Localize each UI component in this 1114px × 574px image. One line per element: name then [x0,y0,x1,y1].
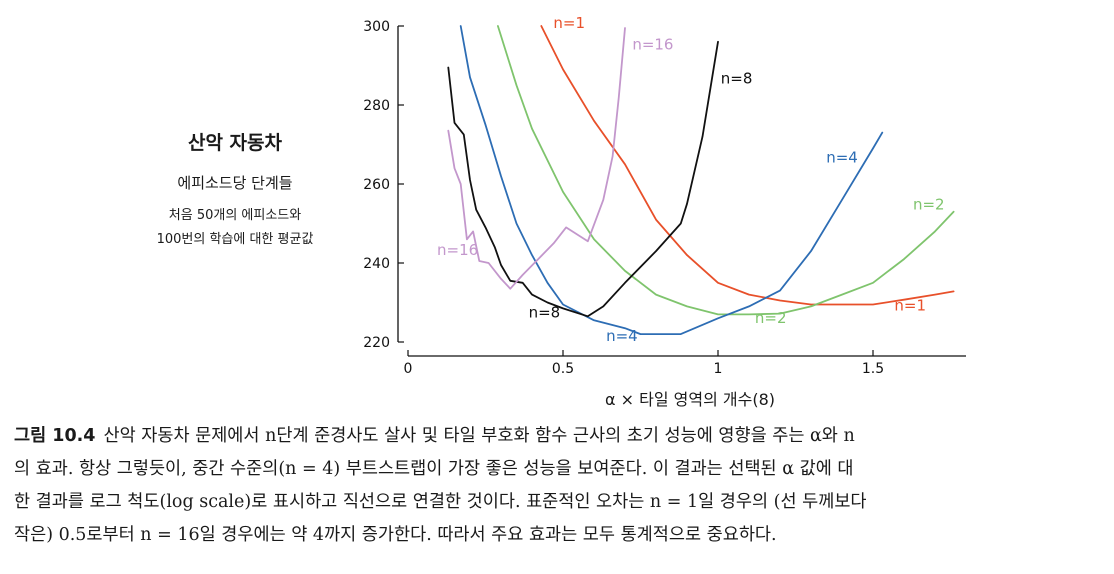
series-line-n1 [540,25,955,306]
caption-line-1: 그림 10.4 산악 자동차 문제에서 n단계 준경사도 살사 및 타일 부호화 … [14,420,1106,453]
y-tick-label: 240 [363,256,390,272]
series-label-n2-top: n=2 [913,196,945,214]
series-label-n8-top: n=8 [721,69,753,87]
x-tick-label: 0 [404,361,413,377]
series-label-n16-bottom: n=16 [437,241,478,259]
y-axis-subtitle-2: 처음 50개의 에피소드와 [168,208,302,223]
y-tick-label: 300 [363,19,390,35]
chart-axes: 220 240 260 280 300 0 0.5 1 1.5 [363,19,966,377]
caption-line-2: 의 효과. 항상 그렇듯이, 중간 수준의(n = 4) 부트스트랩이 가장 좋… [14,459,854,479]
y-axis-subtitle-3: 100번의 학습에 대한 평균값 [156,232,314,247]
caption-line-3: 한 결과를 로그 척도(log scale)로 표시하고 직선으로 연결한 것이… [14,492,867,512]
figure-caption: 그림 10.4 산악 자동차 문제에서 n단계 준경사도 살사 및 타일 부호화 … [14,420,1106,552]
x-tick-label: 0.5 [552,361,574,377]
series-line-n16 [447,27,626,290]
y-axis-subtitle-1: 에피소드당 단계들 [177,174,293,192]
series-line-n8 [447,40,719,318]
y-tick-label: 280 [363,98,390,114]
series-label-n2-bottom: n=2 [755,309,787,327]
x-tick-label: 1.5 [862,361,884,377]
x-tick-label: 1 [714,361,723,377]
series-label-n1-bottom: n=1 [894,296,926,314]
chart-series [447,25,955,336]
figure-number: 그림 10.4 [14,426,96,446]
caption-line-4: 작은) 0.5로부터 n = 16일 경우에는 약 4까지 증가한다. 따라서 … [14,525,777,545]
series-labels: n=1 n=1 n=2 n=2 n=4 n=4 n=8 n=8 n=16 n=16 [437,14,945,345]
x-axis-label: α × 타일 영역의 개수(8) [604,390,775,409]
series-label-n4-top: n=4 [826,148,858,166]
series-label-n16-top: n=16 [632,36,673,54]
y-axis-title: 산악 자동차 [187,132,282,154]
series-label-n8-bottom: n=8 [529,304,561,322]
y-tick-label: 260 [363,177,390,193]
series-line-n2 [496,25,955,316]
series-label-n1-top: n=1 [553,14,585,32]
caption-text-1: 산악 자동차 문제에서 n단계 준경사도 살사 및 타일 부호화 함수 근사의 … [103,426,855,446]
series-label-n4-bottom: n=4 [606,327,638,345]
series-line-n4 [459,25,884,336]
y-tick-label: 220 [363,335,390,351]
